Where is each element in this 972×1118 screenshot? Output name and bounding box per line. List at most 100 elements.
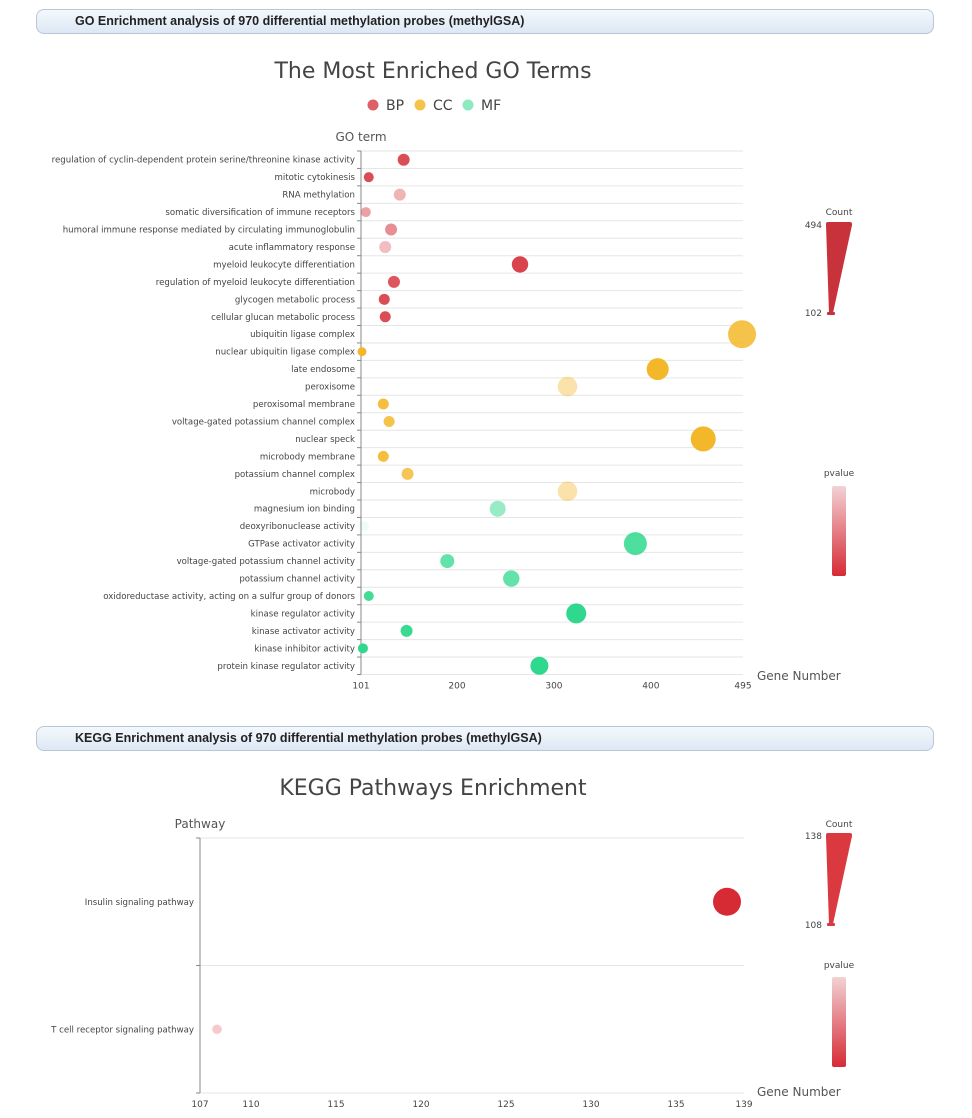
kegg-grid: [196, 837, 744, 1094]
go-y-tick-label: myeloid leukocyte differentiation: [213, 260, 355, 270]
kegg-point[interactable]: [212, 1024, 222, 1035]
go-point[interactable]: [357, 643, 368, 654]
go-point[interactable]: [489, 500, 506, 517]
go-x-tick-labels: 101 200 300 400 495: [352, 682, 751, 692]
go-y-axis-label: GO term: [335, 130, 386, 144]
go-legend-item: CC: [433, 98, 453, 114]
go-y-tick-label: nuclear ubiquitin ligase complex: [215, 348, 355, 358]
go-point[interactable]: [377, 450, 389, 462]
kegg-y-axis-label: Pathway: [175, 817, 226, 831]
go-count-legend-shape[interactable]: [826, 222, 852, 315]
go-point[interactable]: [379, 311, 391, 323]
kegg-chart: KEGG Pathways Enrichment Pathway Gene Nu…: [50, 776, 854, 1110]
go-legend-marker[interactable]: [462, 99, 474, 111]
go-point[interactable]: [440, 554, 455, 569]
go-points[interactable]: [357, 153, 757, 675]
go-point[interactable]: [397, 153, 410, 166]
go-y-tick-label: ubiquitin ligase complex: [250, 330, 355, 340]
go-point[interactable]: [387, 275, 400, 288]
go-point[interactable]: [623, 532, 647, 556]
go-point[interactable]: [557, 481, 578, 502]
go-point[interactable]: [357, 347, 367, 357]
go-y-tick-label: GTPase activator activity: [248, 540, 355, 550]
kegg-x-axis-label: Gene Number: [757, 1085, 841, 1099]
go-count-legend-label: Count: [826, 208, 853, 218]
go-point[interactable]: [360, 207, 371, 218]
kegg-count-legend-shape[interactable]: [826, 833, 852, 926]
go-legend-marker[interactable]: [414, 99, 426, 111]
go-y-tick-label: kinase inhibitor activity: [254, 644, 355, 654]
kegg-x-tick-label: 107: [191, 1100, 208, 1110]
go-y-tick-label: kinase regulator activity: [251, 609, 355, 619]
kegg-x-tick-label: 139: [735, 1100, 752, 1110]
go-point[interactable]: [400, 624, 413, 637]
go-point[interactable]: [646, 358, 669, 381]
go-count-legend-min: 102: [805, 309, 822, 319]
kegg-count-legend-min: 108: [805, 921, 822, 931]
go-point[interactable]: [385, 223, 398, 236]
kegg-count-legend-max-handle: [826, 833, 852, 838]
go-grid: [357, 150, 743, 675]
go-point[interactable]: [530, 656, 549, 675]
kegg-y-tick-labels: Insulin signaling pathway T cell receptor…: [50, 898, 194, 1036]
kegg-x-tick-label: 115: [327, 1100, 344, 1110]
go-point[interactable]: [401, 467, 414, 480]
go-y-tick-label: protein kinase regulator activity: [217, 662, 355, 672]
go-chart: The Most Enriched GO Terms BP CC MF GO ter…: [52, 59, 855, 692]
go-y-tick-label: voltage-gated potassium channel complex: [172, 417, 355, 427]
go-legend[interactable]: BP CC MF: [367, 98, 502, 114]
go-x-tick-label: 300: [545, 682, 562, 692]
kegg-points[interactable]: [212, 887, 741, 1035]
go-count-legend-min-handle: [827, 312, 835, 315]
go-y-tick-label: humoral immune response mediated by circ…: [63, 226, 355, 236]
go-point[interactable]: [383, 415, 395, 427]
go-point[interactable]: [379, 240, 392, 253]
go-point[interactable]: [566, 603, 587, 624]
go-y-tick-label: late endosome: [291, 365, 355, 375]
go-point[interactable]: [363, 590, 374, 601]
go-y-tick-label: RNA methylation: [282, 191, 355, 201]
kegg-point[interactable]: [713, 887, 741, 916]
go-y-tick-label: oxidoreductase activity, acting on a sul…: [103, 592, 355, 602]
go-point[interactable]: [358, 521, 369, 532]
go-y-tick-label: acute inflammatory response: [229, 243, 355, 253]
go-section-header[interactable]: GO Enrichment analysis of 970 differenti…: [36, 9, 934, 34]
go-count-legend-max-handle: [826, 222, 852, 227]
go-count-legend-max: 494: [805, 221, 822, 231]
go-legend-marker[interactable]: [367, 99, 379, 111]
go-y-tick-label: regulation of cyclin-dependent protein s…: [52, 156, 355, 166]
go-point[interactable]: [557, 376, 578, 397]
kegg-count-legend-max: 138: [805, 832, 822, 842]
go-y-tick-label: microbody: [310, 487, 355, 497]
go-point[interactable]: [378, 293, 390, 305]
go-count-legend-wedge: [826, 225, 852, 313]
kegg-x-tick-label: 130: [582, 1100, 599, 1110]
go-x-tick-label: 101: [352, 682, 369, 692]
kegg-chart-title: KEGG Pathways Enrichment: [279, 776, 587, 801]
kegg-section-title: KEGG Enrichment analysis of 970 differen…: [75, 731, 542, 745]
kegg-section-header[interactable]: KEGG Enrichment analysis of 970 differen…: [36, 726, 934, 751]
go-y-tick-label: cellular glucan metabolic process: [211, 313, 355, 323]
go-x-axis-label: Gene Number: [757, 669, 841, 683]
go-point[interactable]: [503, 570, 520, 587]
go-legend-item: BP: [386, 98, 404, 114]
go-legend-item: MF: [481, 98, 501, 114]
go-x-tick-label: 200: [448, 682, 465, 692]
go-point[interactable]: [690, 426, 716, 452]
go-y-tick-label: mitotic cytokinesis: [275, 173, 356, 183]
go-y-tick-label: deoxyribonuclease activity: [240, 522, 355, 532]
go-chart-title: The Most Enriched GO Terms: [273, 59, 591, 84]
go-point[interactable]: [511, 256, 529, 273]
kegg-pvalue-legend-bar[interactable]: [832, 977, 846, 1067]
go-y-tick-label: regulation of myeloid leukocyte differen…: [156, 278, 355, 288]
go-pvalue-legend-bar[interactable]: [832, 486, 846, 576]
go-y-tick-label: somatic diversification of immune recept…: [165, 208, 355, 218]
go-point[interactable]: [728, 320, 757, 349]
go-point[interactable]: [377, 398, 389, 410]
go-y-tick-label: microbody membrane: [260, 452, 355, 462]
kegg-count-legend-wedge: [826, 836, 852, 924]
go-point[interactable]: [393, 188, 406, 201]
go-section-title: GO Enrichment analysis of 970 differenti…: [75, 14, 525, 28]
go-point[interactable]: [363, 172, 374, 183]
go-y-tick-label: glycogen metabolic process: [235, 295, 356, 305]
